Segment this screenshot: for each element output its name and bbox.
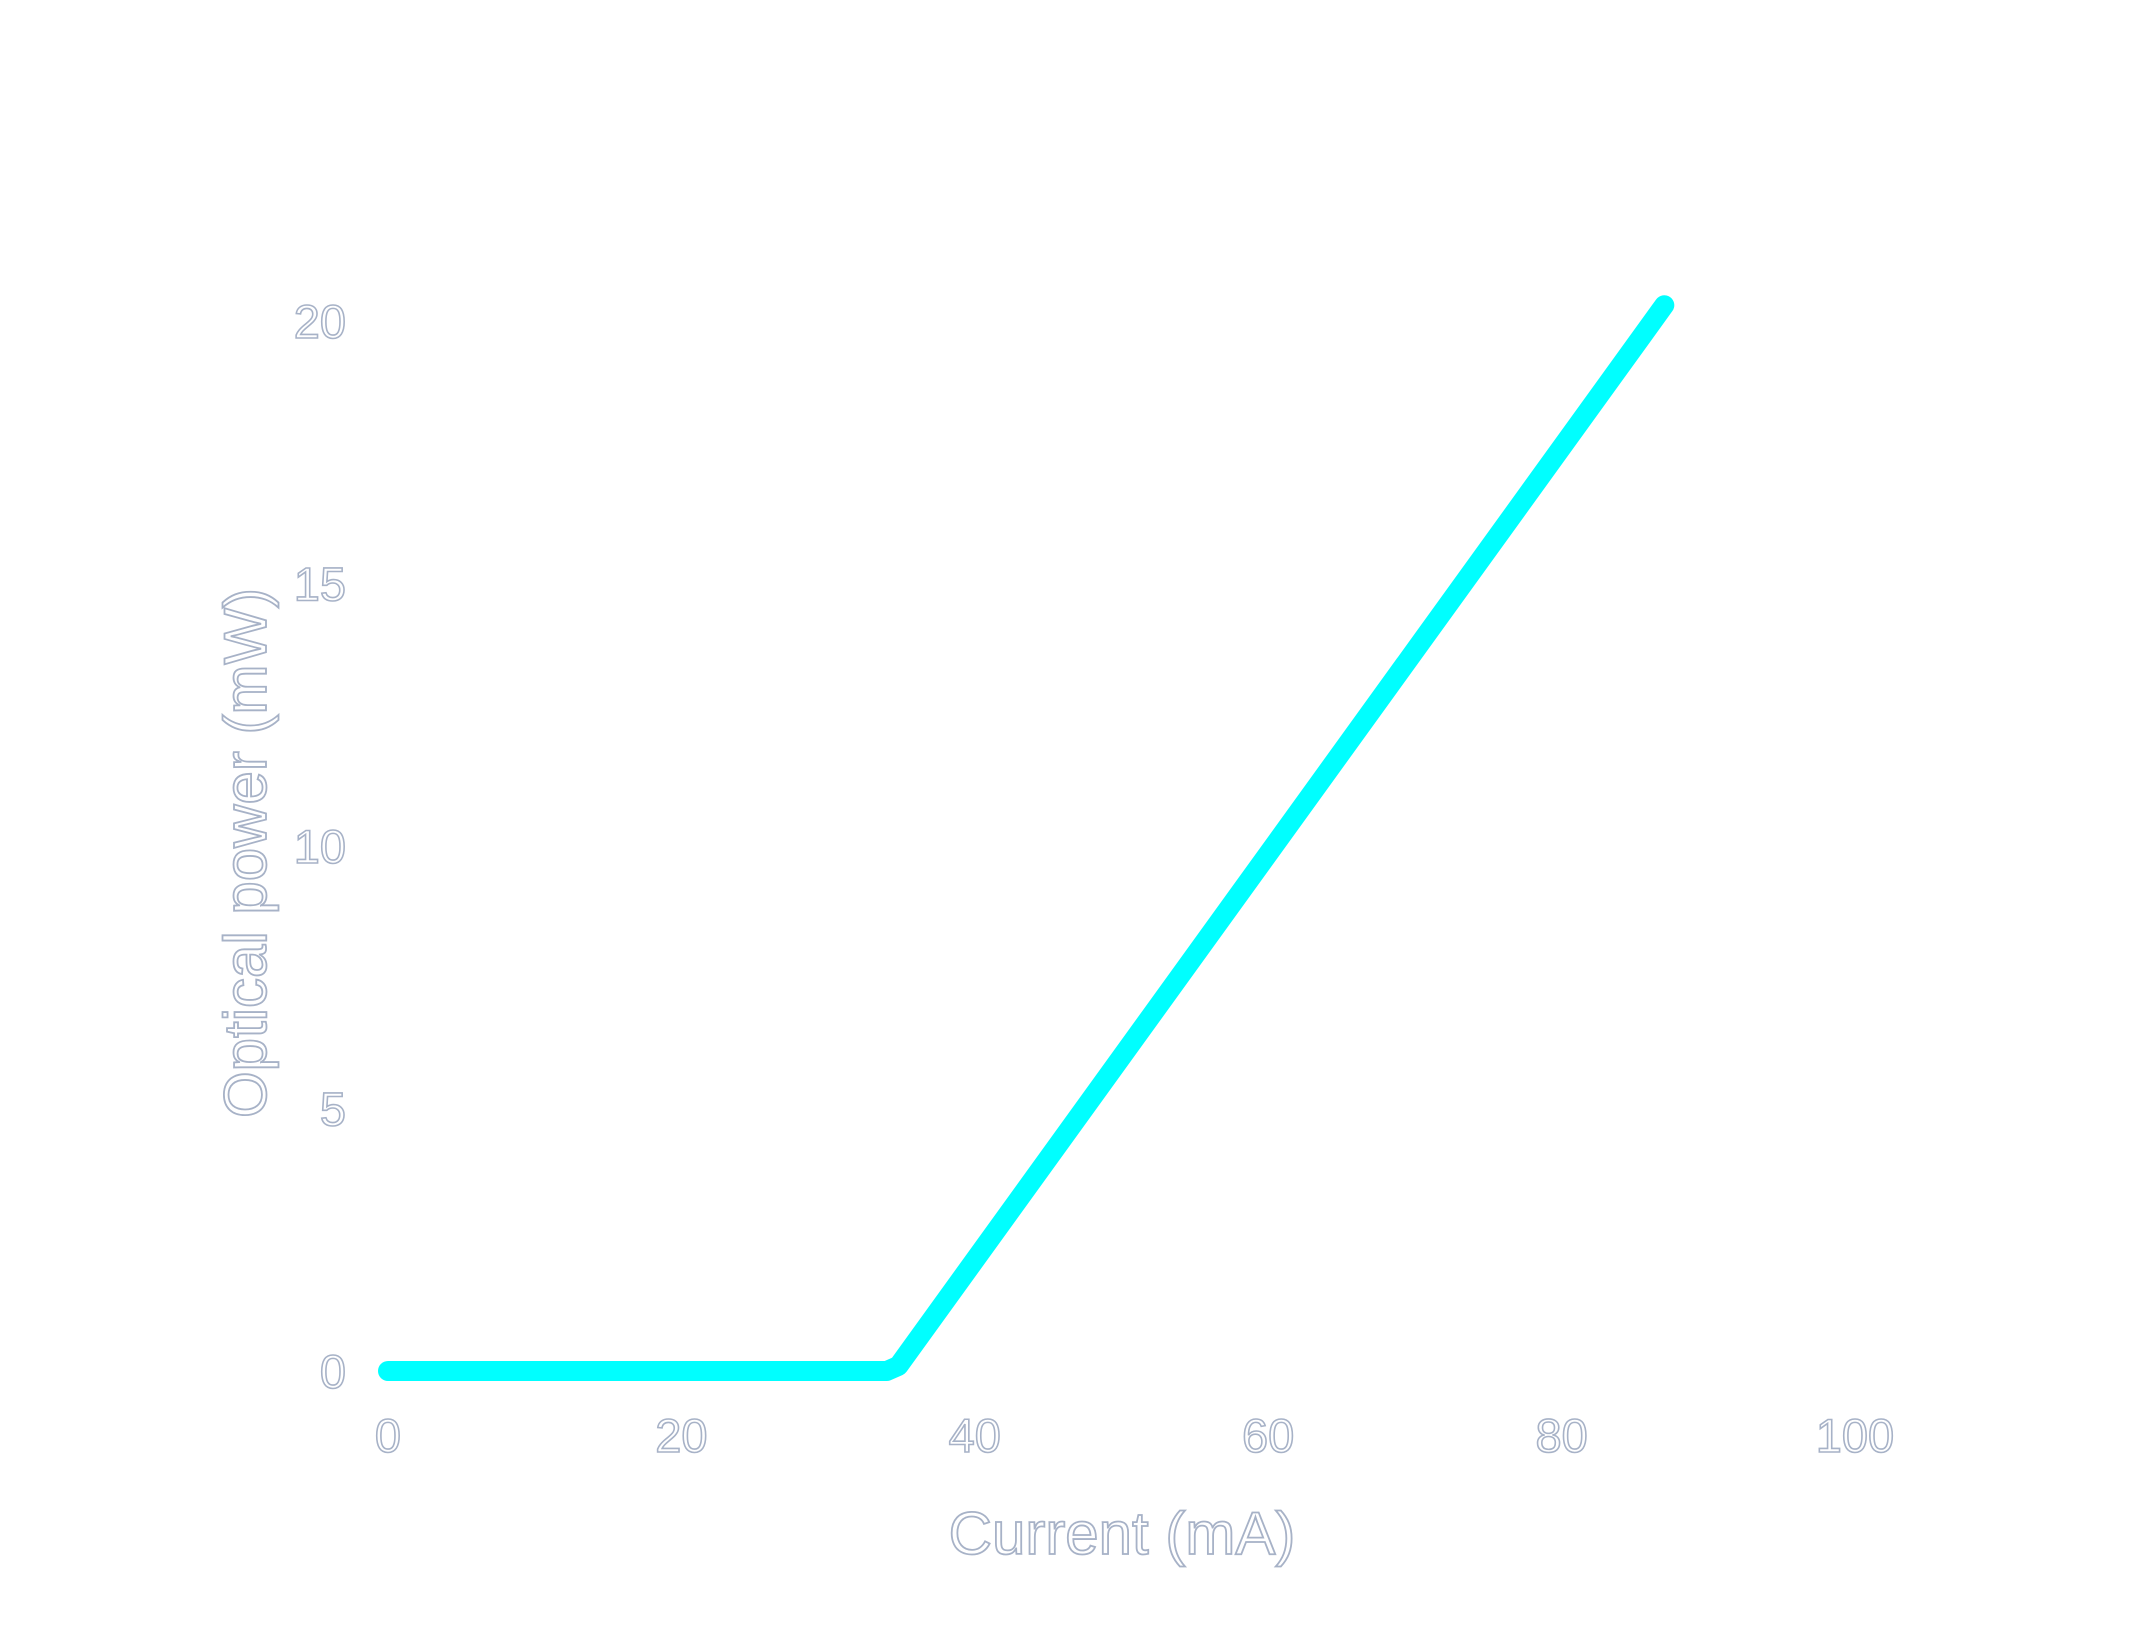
x-tick-label: 40 [949,1409,1001,1462]
y-tick-label: 15 [294,558,346,611]
x-tick-label: 80 [1535,1409,1587,1462]
y-tick-label: 20 [294,295,346,348]
plot-area [378,295,1675,1381]
y-axis-title: Optical power (mW) [212,588,279,1118]
x-tick-label: 60 [1242,1409,1294,1462]
y-tick-label: 5 [320,1083,346,1136]
x-tick-label: 100 [1816,1409,1894,1462]
x-axis-title: Current (mA) [949,1500,1296,1567]
x-tick-label: 20 [655,1409,707,1462]
y-tick-label: 10 [294,820,346,873]
x-tick-label: 0 [375,1409,401,1462]
y-tick-label: 0 [320,1345,346,1398]
y-axis: 0 5 10 15 20 [293,294,347,1399]
series-line [378,295,1675,1381]
x-axis: 0 20 40 60 80 100 [374,1408,1895,1463]
